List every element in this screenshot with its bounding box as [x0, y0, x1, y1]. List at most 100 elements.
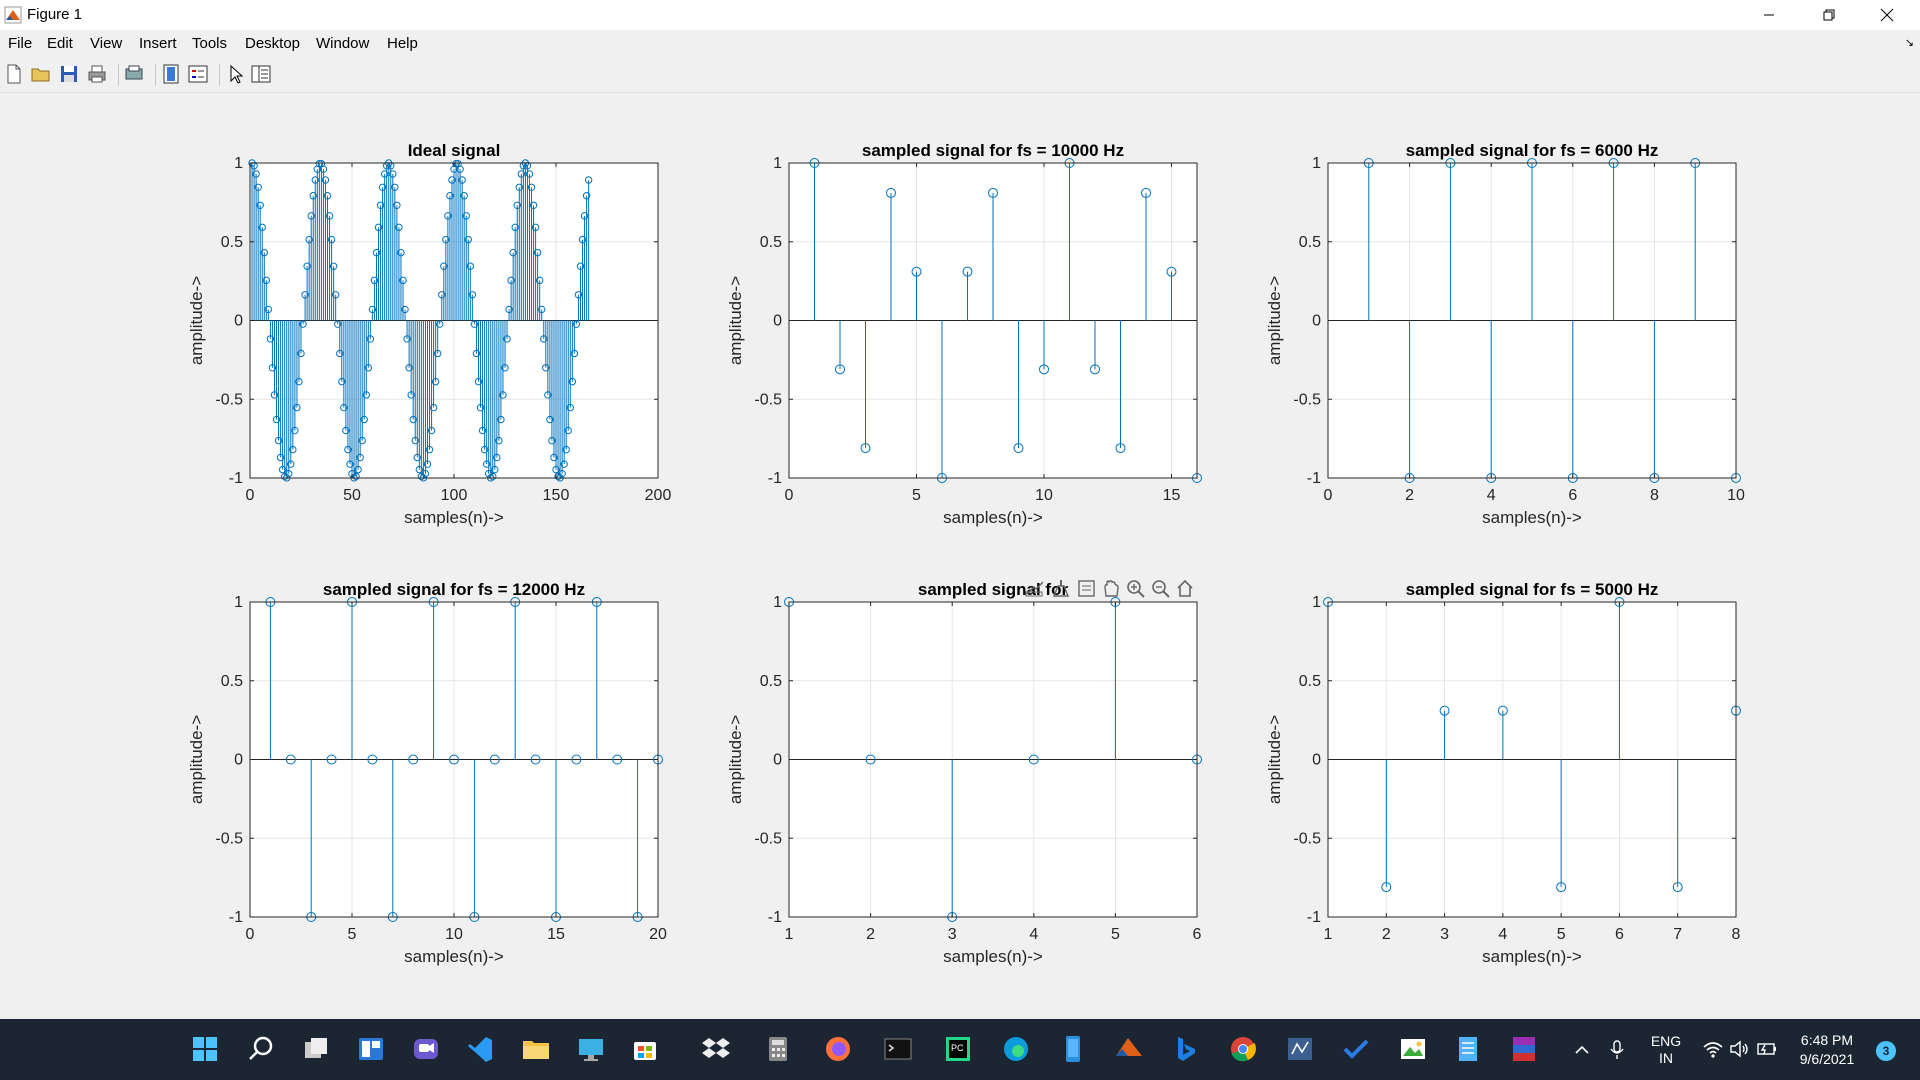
bing-icon[interactable]	[1171, 1034, 1201, 1064]
x-axis-label: samples(n)->	[404, 947, 504, 966]
stem-marker	[540, 335, 548, 343]
stem-marker	[1672, 882, 1683, 893]
stem-marker	[442, 235, 450, 244]
stem-marker	[544, 391, 552, 399]
stem-marker	[1013, 443, 1024, 454]
stem-marker	[346, 460, 354, 468]
menu-desktop[interactable]: Desktop	[245, 35, 301, 52]
matlab-icon[interactable]	[1114, 1034, 1144, 1064]
task-view-icon[interactable]	[301, 1034, 331, 1064]
y-tick-label: 0.5	[1299, 673, 1321, 690]
menu-edit[interactable]: Edit	[47, 35, 73, 52]
winrar-icon[interactable]	[1509, 1034, 1539, 1064]
datatip-icon[interactable]	[1078, 580, 1095, 597]
x-tick-label: 10	[1035, 487, 1053, 504]
stem-marker	[325, 212, 334, 220]
menu-window[interactable]: Window	[316, 35, 370, 52]
stem-marker	[865, 754, 876, 765]
menu-help[interactable]: Help	[387, 35, 418, 52]
language-indicator[interactable]: ENG IN	[1648, 1033, 1684, 1067]
chevron-up-icon[interactable]	[1573, 1041, 1591, 1059]
stem-marker	[274, 436, 283, 445]
pycharm-icon[interactable]: PC	[943, 1034, 973, 1064]
print-icon[interactable]	[86, 63, 108, 85]
x-tick-label: 5	[912, 487, 921, 504]
stem-marker	[612, 754, 623, 765]
stem-marker	[431, 377, 440, 386]
stem-marker	[260, 248, 268, 257]
stem-marker	[1039, 364, 1049, 375]
notification-badge[interactable]: 3	[1876, 1041, 1896, 1061]
chrome-icon[interactable]	[1228, 1034, 1258, 1064]
stem-marker	[570, 349, 579, 358]
minimize-button[interactable]	[1740, 0, 1798, 30]
calculator-icon[interactable]	[763, 1034, 793, 1064]
y-tick-label: 0.5	[760, 673, 782, 690]
stem-marker	[407, 391, 415, 399]
desktop-icon[interactable]	[576, 1034, 606, 1064]
search-icon[interactable]	[246, 1034, 276, 1064]
volume-icon[interactable]	[1729, 1039, 1751, 1059]
firefox-icon[interactable]	[823, 1034, 853, 1064]
dropbox-icon[interactable]	[701, 1034, 731, 1064]
battery-icon[interactable]	[1756, 1039, 1778, 1059]
store-icon[interactable]	[630, 1034, 660, 1064]
zoom-in-icon[interactable]	[1127, 580, 1145, 598]
stem-marker	[578, 235, 587, 244]
y-tick-label: -1	[229, 470, 243, 487]
todo-icon[interactable]	[1341, 1034, 1371, 1064]
y-axis-label: amplitude->	[726, 715, 745, 804]
stem-marker	[425, 445, 434, 454]
menu-file[interactable]: File	[8, 35, 33, 52]
pan-icon[interactable]	[1104, 579, 1119, 597]
wifi-icon[interactable]	[1702, 1039, 1724, 1059]
pointer-icon[interactable]	[225, 63, 247, 85]
stem-marker	[364, 364, 373, 372]
stem-marker	[482, 460, 491, 468]
zoom-out-icon[interactable]	[1152, 580, 1170, 598]
home-icon[interactable]	[1177, 579, 1193, 597]
y-tick-label: 1	[1312, 594, 1321, 611]
stem-marker	[338, 377, 346, 386]
phone-icon[interactable]	[1058, 1034, 1088, 1064]
new-file-icon[interactable]	[3, 63, 25, 85]
vscode-icon[interactable]	[466, 1034, 496, 1064]
clock[interactable]: 6:48 PM 9/6/2021	[1794, 1031, 1860, 1069]
stem-marker	[323, 192, 332, 200]
microphone-icon[interactable]	[1608, 1039, 1626, 1061]
open-folder-icon[interactable]	[30, 63, 52, 85]
stem-marker	[329, 262, 338, 270]
svg-text:PC: PC	[951, 1043, 964, 1053]
stem-marker	[501, 364, 509, 372]
menu-insert[interactable]: Insert	[139, 35, 177, 52]
edge-icon[interactable]	[1001, 1034, 1031, 1064]
brush-icon[interactable]	[1052, 580, 1070, 597]
stem-marker	[421, 469, 430, 478]
colorbar-icon[interactable]	[160, 63, 182, 85]
menu-view[interactable]: View	[90, 35, 123, 52]
stem-marker	[546, 415, 554, 424]
notepad-icon[interactable]	[1453, 1034, 1483, 1064]
legend-icon[interactable]	[187, 63, 209, 85]
network-app-icon[interactable]	[1285, 1034, 1315, 1064]
close-button[interactable]	[1858, 0, 1916, 30]
restore-button[interactable]	[1800, 0, 1858, 30]
property-editor-icon[interactable]	[250, 63, 272, 85]
save-icon[interactable]	[58, 63, 80, 85]
y-tick-label: -0.5	[215, 391, 243, 408]
stem-marker	[252, 170, 260, 178]
dock-arrow-icon[interactable]: ↘	[1904, 37, 1914, 49]
stem-marker	[370, 276, 379, 285]
stem-marker	[307, 212, 315, 220]
menu-tools[interactable]: Tools	[192, 35, 228, 52]
widgets-icon[interactable]	[356, 1034, 386, 1064]
chat-icon[interactable]	[411, 1034, 441, 1064]
export-icon[interactable]	[1025, 581, 1044, 597]
photo-icon[interactable]	[1398, 1034, 1428, 1064]
terminal-icon[interactable]	[883, 1034, 913, 1064]
file-explorer-icon[interactable]	[521, 1034, 551, 1064]
stem-marker	[489, 472, 497, 481]
stem-marker	[362, 391, 370, 399]
start-icon[interactable]	[190, 1034, 220, 1064]
print-preview-icon[interactable]	[123, 63, 145, 85]
